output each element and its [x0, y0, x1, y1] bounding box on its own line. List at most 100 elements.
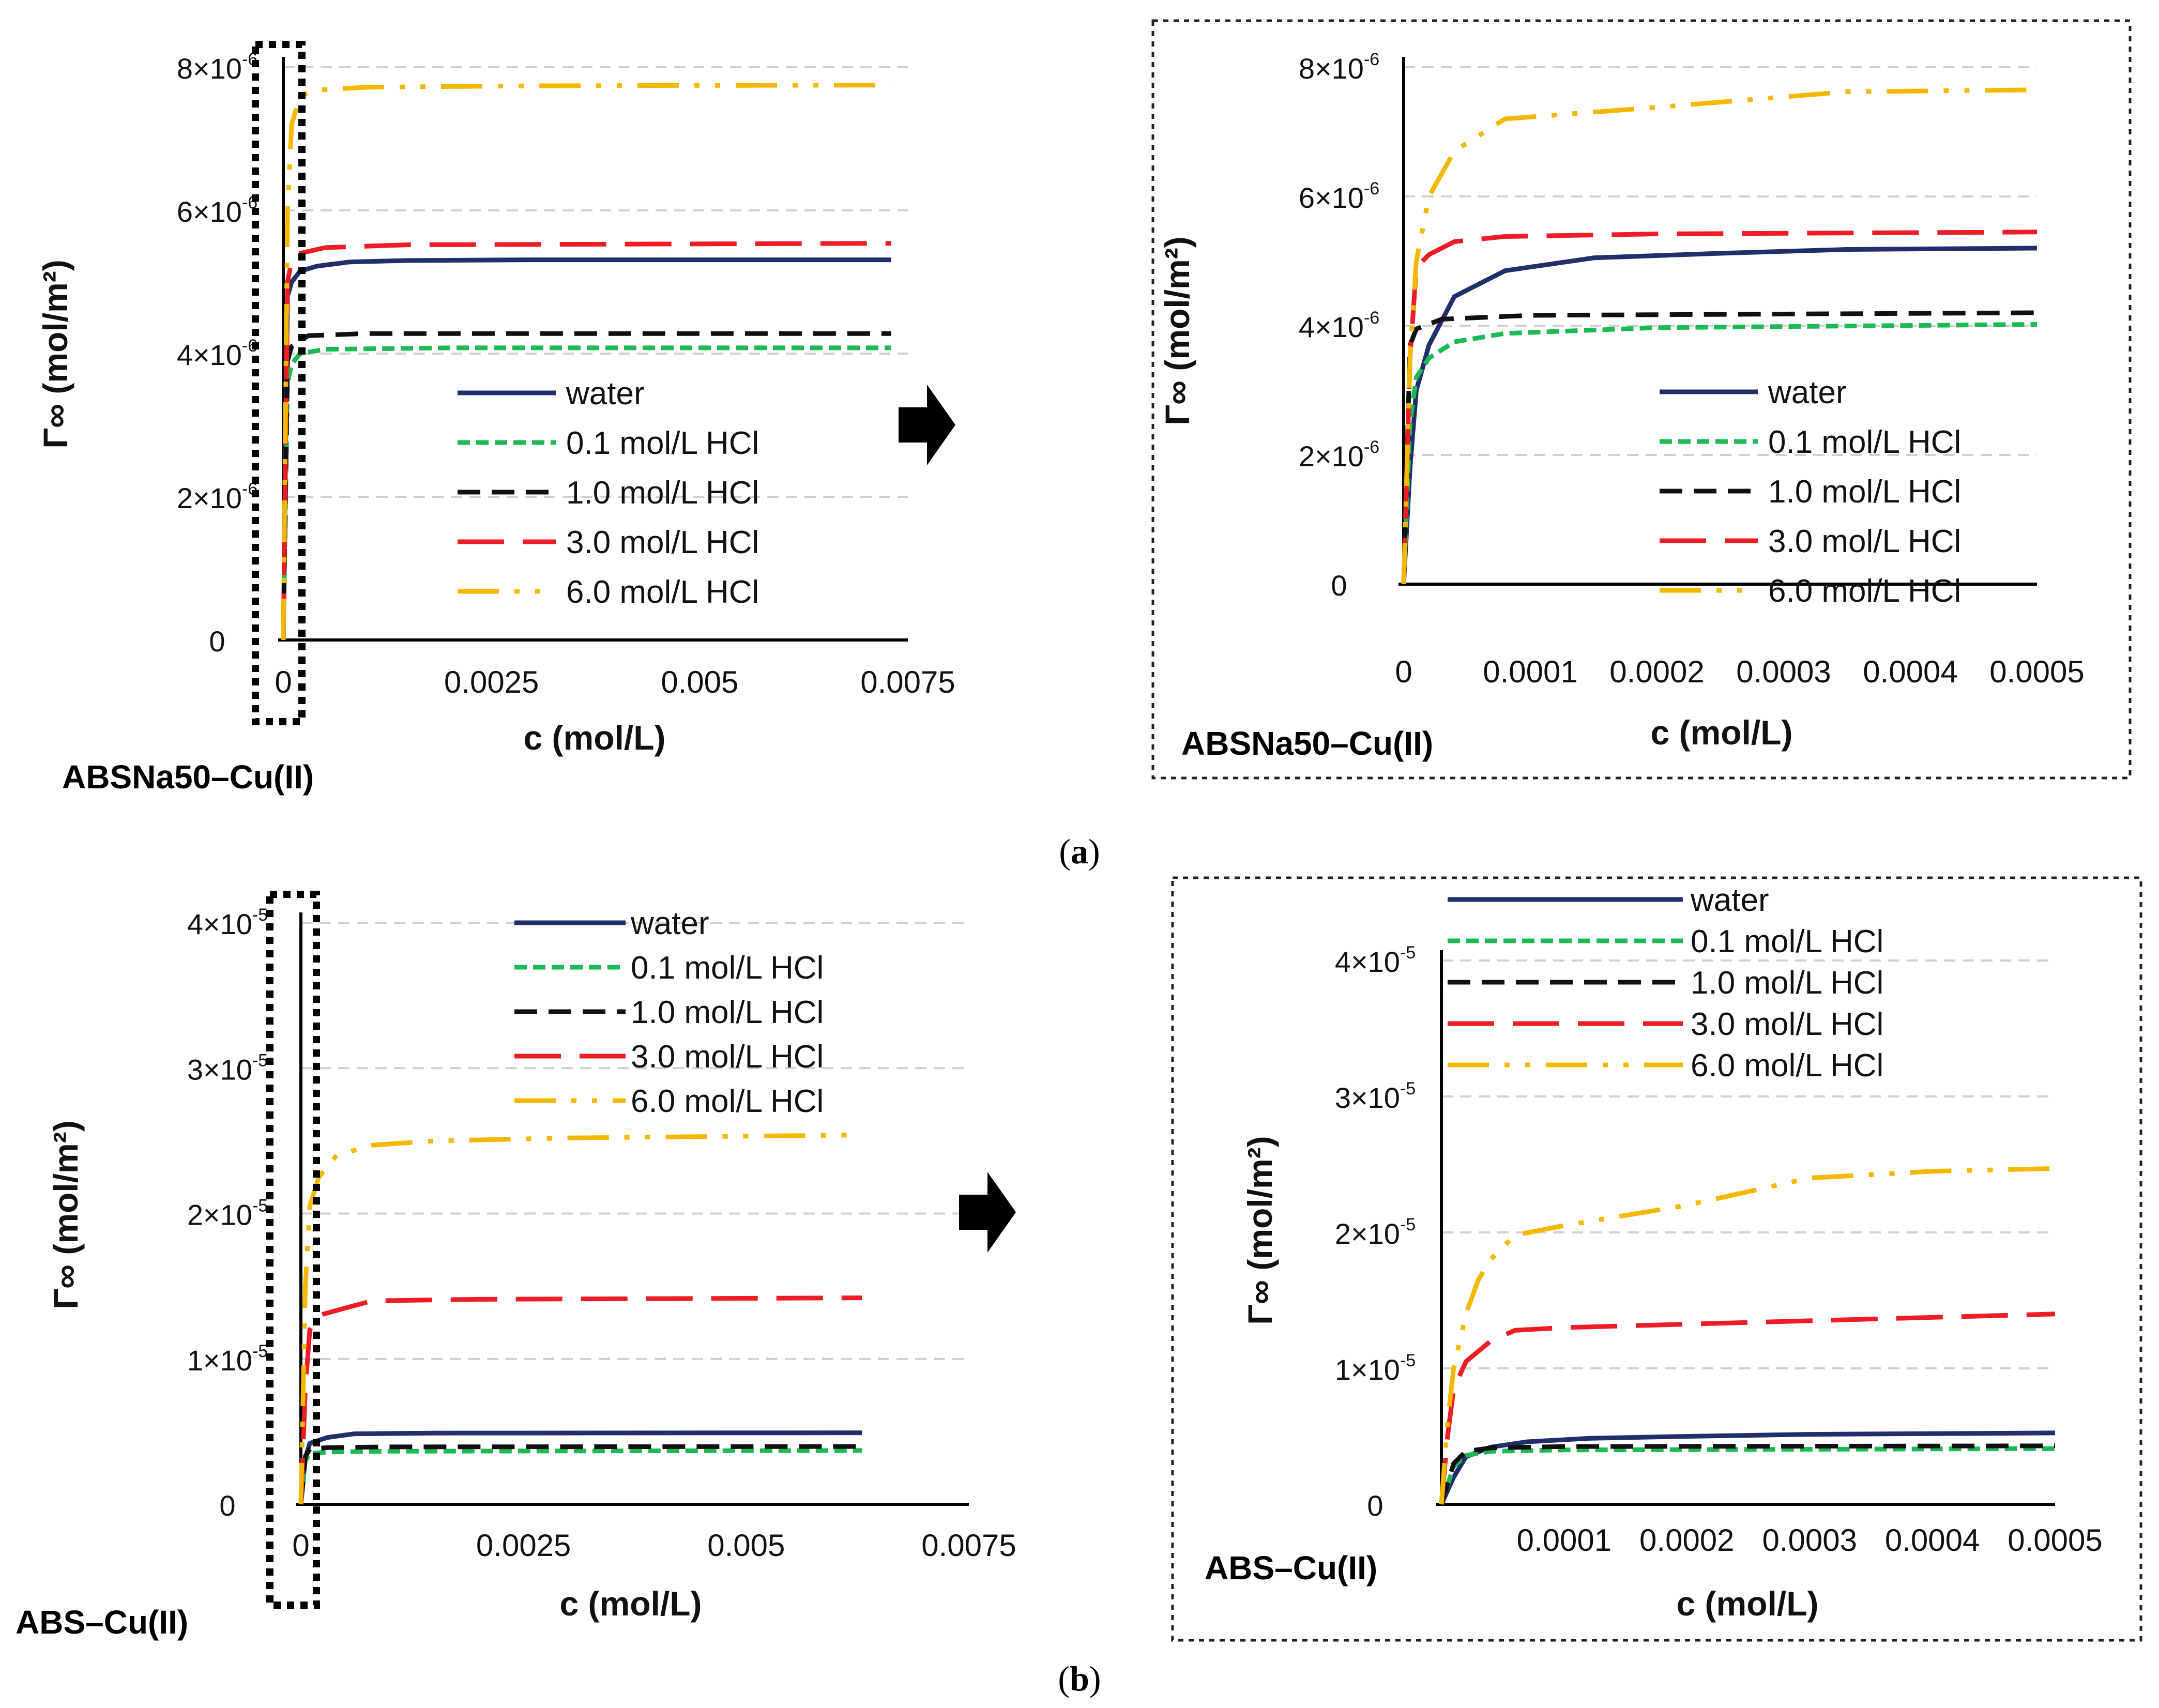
- y-tick-exponent: -5: [1400, 1215, 1416, 1234]
- x-tick-label: 0.0004: [1863, 654, 1958, 689]
- series-line-hcl_3_0: [1401, 230, 2038, 585]
- panel-label-paren: ): [1089, 1659, 1101, 1698]
- y-tick-label: 2×10-6: [1299, 437, 1379, 472]
- legend-label-hcl_6_0: 6.0 mol/L HCl: [631, 1084, 824, 1119]
- panel-label-paren: (: [1059, 832, 1071, 871]
- chart-sample-name: ABSNa50–Cu(II): [1181, 725, 1433, 762]
- y-tick-mantissa: 0: [1331, 569, 1347, 602]
- x-tick-label: 0.0005: [2008, 1523, 2103, 1558]
- series-line-hcl_1_0: [1439, 1443, 2056, 1505]
- series-line-hcl_1_0: [281, 331, 891, 640]
- legend: water 0.1 mol/L HCl 1.0 mol/L HCl 3.0 mol/L…: [1660, 375, 1961, 609]
- chart-a-full: 0 2×10-6 4×10-6 6×10-6 8×10-6 0 0.0025 0.005 0.0…: [36, 41, 955, 796]
- legend-label-hcl_0_1: 0.1 mol/L HCl: [566, 425, 759, 461]
- legend-label-hcl_0_1: 0.1 mol/L HCl: [631, 950, 824, 986]
- panel-label-letter: a: [1071, 832, 1088, 871]
- zoom-panel-frame: [1171, 876, 2142, 1642]
- y-tick-exponent: -6: [1364, 50, 1379, 69]
- zoom-region-box: [252, 41, 306, 725]
- chart-sample-name: ABS–Cu(II): [1205, 1549, 1377, 1587]
- y-tick-mantissa: 4×10: [187, 908, 252, 940]
- y-tick-label: 1×10-5: [1335, 1351, 1416, 1386]
- x-tick-label: 0: [275, 665, 292, 699]
- legend-label-hcl_3_0: 3.0 mol/L HCl: [631, 1039, 824, 1075]
- y-tick-exponent: -6: [1364, 308, 1379, 328]
- legend-label-hcl_1_0: 1.0 mol/L HCl: [1691, 965, 1883, 1001]
- y-tick-label: 4×10-5: [187, 905, 268, 940]
- y-tick-mantissa: 8×10: [1299, 52, 1364, 85]
- y-tick-mantissa: 4×10: [1335, 945, 1400, 978]
- y-tick-mantissa: 3×10: [1335, 1081, 1400, 1114]
- x-tick-label: 0.0001: [1483, 654, 1578, 689]
- y-tick-label: 2×10-5: [1335, 1215, 1416, 1250]
- y-tick-mantissa: 0: [209, 625, 225, 658]
- series-line-water: [1401, 246, 2038, 585]
- y-tick-mantissa: 8×10: [177, 52, 242, 85]
- arrow-right-icon: [959, 1172, 1016, 1253]
- panel-label-letter: b: [1070, 1659, 1089, 1698]
- y-tick-mantissa: 2×10: [1299, 440, 1364, 472]
- x-tick-label: 0.0075: [860, 665, 955, 699]
- series-line-hcl_1_0: [1401, 310, 2038, 585]
- x-tick-label: 0.0025: [444, 665, 539, 699]
- y-tick-mantissa: 2×10: [1335, 1217, 1400, 1250]
- series-line-hcl_0_1: [1439, 1446, 2056, 1505]
- y-tick-mantissa: 0: [219, 1489, 235, 1522]
- x-tick-label: 0.0005: [1989, 654, 2085, 689]
- x-tick-label: 0.0002: [1609, 654, 1705, 689]
- y-tick-label: 3×10-5: [1335, 1079, 1416, 1114]
- x-axis-title: c (mol/L): [1651, 713, 1793, 752]
- y-tick-label: 4×10-5: [1335, 943, 1416, 978]
- legend-label-hcl_6_0: 6.0 mol/L HCl: [566, 574, 759, 610]
- y-tick-exponent: -5: [252, 1341, 268, 1361]
- y-tick-label: 0: [209, 625, 225, 658]
- x-tick-label: 0.0075: [921, 1528, 1016, 1563]
- y-tick-label: 0: [219, 1489, 235, 1522]
- chart-a-zoom: 02×10-64×10-66×10-68×10-60 0.0001 0.0002 0.…: [1151, 19, 2132, 780]
- y-tick-mantissa: 2×10: [187, 1199, 252, 1231]
- series-line-hcl_6_0: [1401, 87, 2038, 585]
- x-axis-title: c (mol/L): [524, 719, 666, 757]
- y-tick-exponent: -5: [252, 1196, 268, 1216]
- y-tick-mantissa: 3×10: [187, 1053, 252, 1086]
- y-axis-title: Γ∞ (mol/m²): [36, 260, 74, 448]
- y-tick-exponent: -6: [1364, 179, 1379, 199]
- zoom-region-box: [266, 891, 320, 1609]
- y-tick-label: 8×10-6: [177, 50, 257, 85]
- y-axis-title: Γ∞ (mol/m²): [47, 1120, 85, 1309]
- x-tick-label: 0.0025: [476, 1528, 571, 1563]
- legend-label-hcl_6_0: 6.0 mol/L HCl: [1691, 1048, 1883, 1084]
- y-tick-exponent: -5: [1400, 1351, 1416, 1370]
- series-line-water: [298, 1430, 862, 1505]
- x-tick-label: 0.0004: [1885, 1523, 1980, 1558]
- x-tick-label: 0: [292, 1528, 309, 1563]
- series-line-hcl_3_0: [1439, 1311, 2056, 1505]
- chart-sample-name: ABS–Cu(II): [16, 1604, 188, 1641]
- y-axis-title: Γ∞ (mol/m²): [1241, 1136, 1279, 1324]
- zoom-panel-frame: [1151, 19, 2132, 780]
- y-tick-exponent: -5: [252, 1050, 268, 1070]
- y-tick-mantissa: 6×10: [177, 195, 242, 228]
- y-tick-label: 8×10-6: [1299, 50, 1379, 85]
- y-tick-exponent: -5: [252, 905, 268, 925]
- legend-label-water: water: [1768, 375, 1847, 410]
- series-line-hcl_0_1: [1401, 322, 2038, 585]
- legend-label-hcl_6_0: 6.0 mol/L HCl: [1768, 573, 1961, 609]
- panel-label-paren: (: [1058, 1659, 1070, 1698]
- y-tick-label: 3×10-5: [187, 1050, 268, 1086]
- y-tick-label: 4×10-6: [177, 336, 257, 371]
- y-tick-label: 0: [1367, 1489, 1383, 1522]
- y-tick-label: 2×10-6: [177, 479, 257, 514]
- arrow-right-icon: [899, 385, 955, 465]
- legend: water 0.1 mol/L HCl 1.0 mol/L HCl 3.0 mol/L…: [458, 376, 759, 610]
- y-tick-label: 0: [1331, 569, 1347, 602]
- chart-b-zoom: 01×10-52×10-53×10-54×10-50.0001 0.0002 0.0…: [1171, 876, 2142, 1642]
- legend-label-hcl_3_0: 3.0 mol/L HCl: [566, 525, 759, 560]
- y-tick-label: 6×10-6: [1299, 179, 1379, 214]
- y-tick-label: 2×10-5: [187, 1196, 268, 1231]
- y-tick-mantissa: 6×10: [1299, 181, 1364, 214]
- y-tick-label: 1×10-5: [187, 1341, 268, 1377]
- y-tick-mantissa: 1×10: [1335, 1353, 1400, 1386]
- x-tick-label: 0.0003: [1736, 654, 1831, 689]
